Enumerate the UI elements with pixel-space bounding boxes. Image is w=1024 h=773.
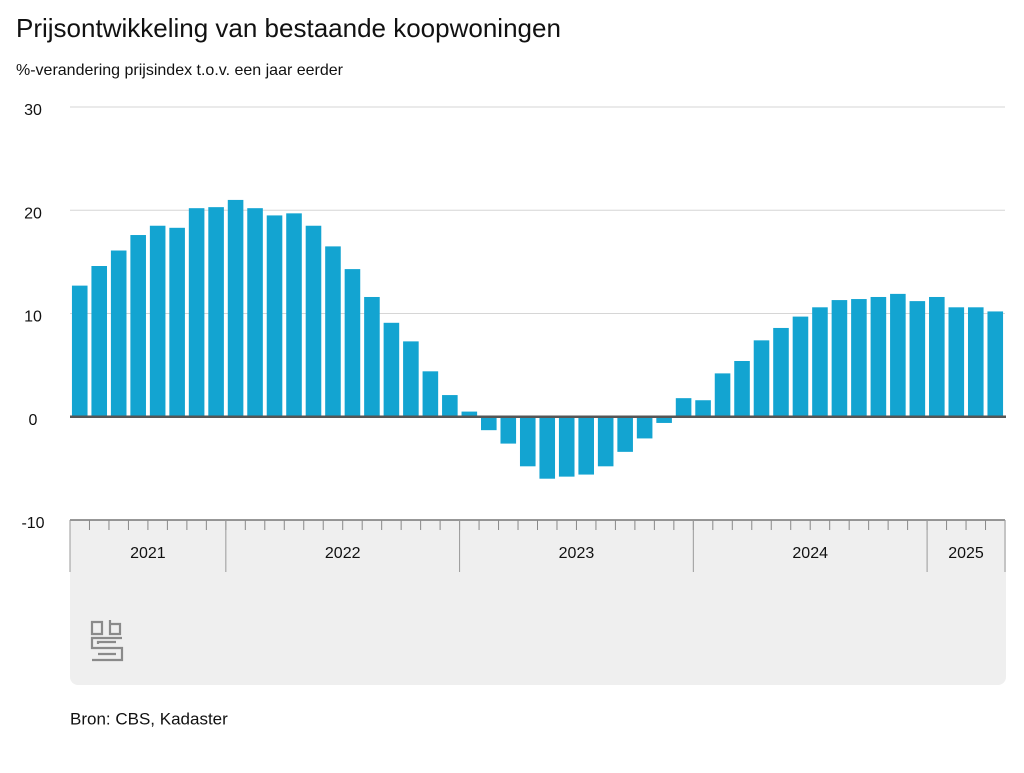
x-group-label: 2023 bbox=[559, 545, 595, 562]
chart-subtitle: %-verandering prijsindex t.o.v. een jaar… bbox=[16, 62, 344, 79]
bar bbox=[753, 340, 770, 417]
bar bbox=[578, 416, 594, 475]
y-tick-label: 10 bbox=[24, 309, 42, 326]
bar bbox=[519, 416, 536, 467]
y-tick-label: 0 bbox=[29, 412, 38, 429]
bar bbox=[948, 307, 965, 417]
bar bbox=[188, 208, 205, 417]
bar bbox=[169, 227, 185, 417]
bar bbox=[266, 215, 283, 417]
bar bbox=[208, 207, 224, 417]
x-group-label: 2021 bbox=[130, 545, 166, 562]
bar bbox=[597, 416, 614, 467]
bar bbox=[773, 327, 789, 417]
bar bbox=[442, 395, 458, 417]
source-note: Bron: CBS, Kadaster bbox=[70, 709, 228, 728]
bar bbox=[286, 213, 302, 417]
x-group-label: 2022 bbox=[325, 545, 361, 562]
x-group-label: 2024 bbox=[792, 545, 828, 562]
bar bbox=[481, 416, 497, 431]
bar bbox=[422, 371, 439, 417]
bar bbox=[110, 250, 127, 417]
bar bbox=[636, 416, 653, 439]
bar bbox=[695, 400, 711, 417]
bar bbox=[851, 299, 867, 417]
bar bbox=[344, 269, 361, 417]
bar bbox=[461, 411, 478, 417]
y-tick-label: 30 bbox=[24, 102, 42, 119]
bar bbox=[909, 301, 926, 417]
x-group-label: 2025 bbox=[948, 545, 984, 562]
bar bbox=[734, 360, 750, 417]
bar bbox=[812, 307, 828, 417]
bar bbox=[967, 307, 984, 417]
bar bbox=[656, 416, 672, 423]
bar bbox=[325, 246, 341, 417]
bar bbox=[403, 341, 419, 417]
bar bbox=[831, 300, 848, 417]
bar bbox=[71, 285, 88, 417]
bar bbox=[130, 235, 146, 417]
cbs-logo bbox=[90, 620, 124, 662]
bar bbox=[890, 293, 906, 417]
bar bbox=[714, 373, 731, 417]
bar bbox=[987, 311, 1004, 417]
bar bbox=[539, 416, 556, 479]
chart-title: Prijsontwikkeling van bestaande koopwoni… bbox=[16, 13, 561, 43]
bar bbox=[305, 225, 322, 417]
bar bbox=[929, 296, 945, 417]
bar bbox=[792, 316, 809, 417]
bar bbox=[675, 398, 692, 417]
bar bbox=[870, 296, 887, 417]
bar bbox=[500, 416, 517, 444]
y-tick-label: 20 bbox=[24, 205, 42, 222]
x-axis-panel bbox=[70, 520, 1006, 685]
y-tick-label: -10 bbox=[21, 515, 44, 532]
bar bbox=[91, 266, 108, 417]
bar bbox=[364, 296, 380, 417]
bar bbox=[617, 416, 633, 452]
bar bbox=[247, 208, 263, 417]
bar bbox=[227, 199, 244, 417]
bar bbox=[383, 322, 400, 417]
bar bbox=[558, 416, 575, 477]
bar bbox=[149, 225, 166, 417]
